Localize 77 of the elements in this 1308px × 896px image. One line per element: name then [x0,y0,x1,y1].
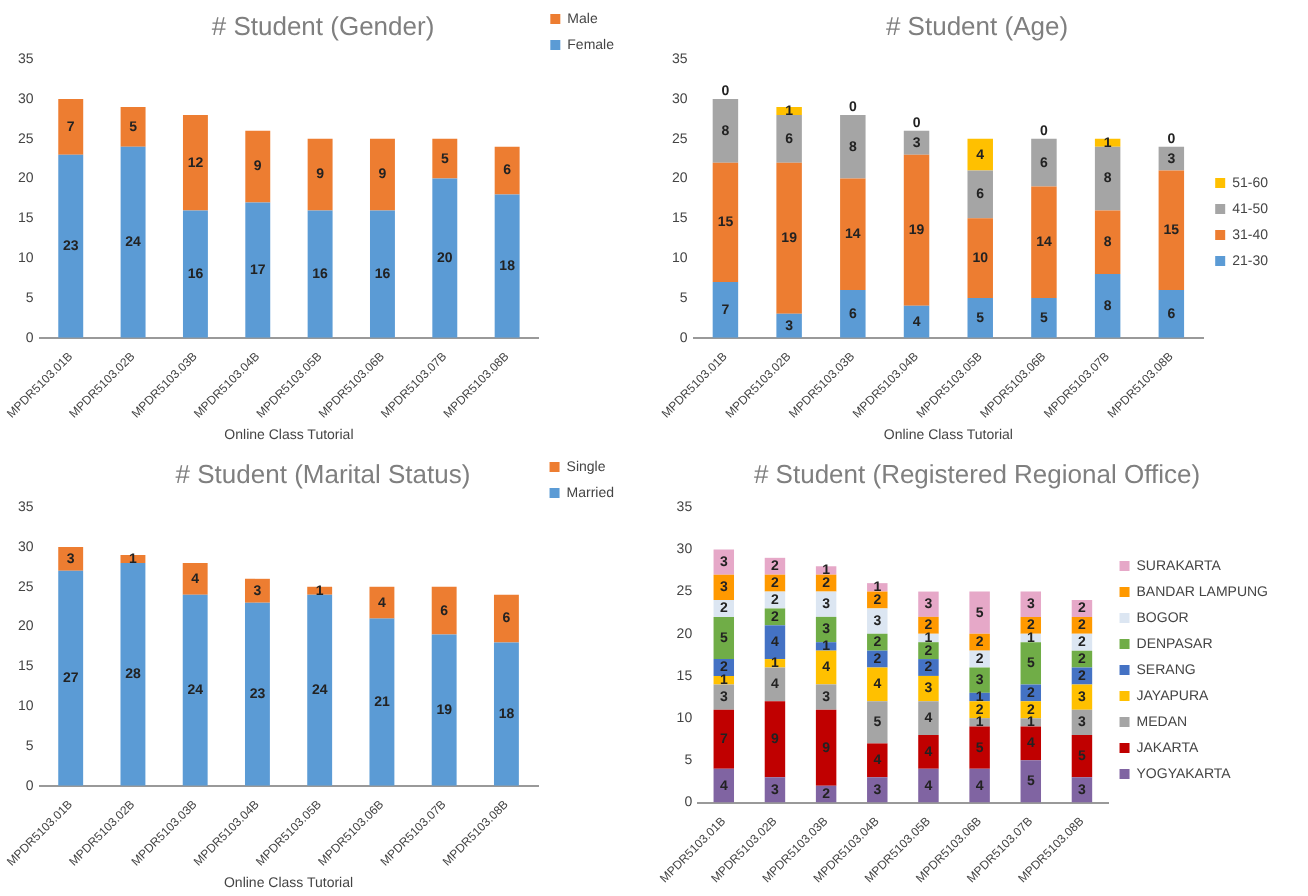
bar [493,642,519,786]
bar [1020,642,1042,685]
bar [815,709,837,786]
bar [494,194,520,338]
bar [182,114,208,211]
bar [182,594,208,786]
bar [1071,735,1093,778]
bar [369,618,395,786]
bar [120,146,146,338]
bar [431,634,457,786]
bar [369,586,395,619]
bar [1031,138,1057,187]
bar [244,578,270,603]
bar [307,594,333,786]
bar [493,594,519,643]
bar [494,146,520,195]
bar [918,768,939,803]
bar [432,178,458,338]
bar [245,130,271,203]
bar [369,210,395,338]
bar [867,743,888,778]
bar [918,591,939,617]
bar [969,718,990,727]
bar [1158,289,1185,338]
bar [867,608,888,634]
bar [918,701,939,736]
bar [182,210,208,338]
bar [967,297,993,338]
bar [307,138,333,211]
bar [969,726,990,769]
bar [712,282,739,338]
bar [840,114,866,179]
bar [120,562,146,786]
bar [764,625,786,660]
bar [867,701,888,744]
bar [1031,186,1057,298]
bar [432,138,458,179]
bar [1094,274,1121,338]
bar [712,162,739,282]
chart-title: # Student (Gender) [211,10,435,41]
bar [867,667,888,702]
bar [1031,297,1057,338]
bar [244,602,270,786]
bar [967,218,993,298]
bar [431,586,457,635]
bar [1094,210,1121,275]
bar [967,170,993,219]
bar [969,591,990,634]
bar [713,616,735,660]
bar [918,675,939,702]
bar [182,562,208,595]
bar [1094,146,1121,211]
bar [58,546,84,571]
chart-title: # Student (Age) [885,10,1069,41]
bar [58,154,84,338]
bar [840,178,866,290]
bar [1020,760,1042,803]
bar [840,289,866,338]
bar [967,138,993,171]
bar [307,210,333,338]
bar [58,570,84,786]
bar [903,154,930,306]
bar [120,106,146,147]
bar [58,98,84,155]
bar [969,768,990,803]
bar [867,777,888,803]
bar [764,701,786,778]
bar [245,202,271,338]
chart-title: # Student (Registered Regional Office) [753,458,1201,489]
bar [712,98,739,163]
bar [776,162,802,314]
bar [1158,170,1185,290]
bar [776,114,802,163]
chart-title: # Student (Marital Status) [175,458,471,489]
bar [713,709,735,769]
bar [369,138,395,211]
bar [918,735,939,769]
